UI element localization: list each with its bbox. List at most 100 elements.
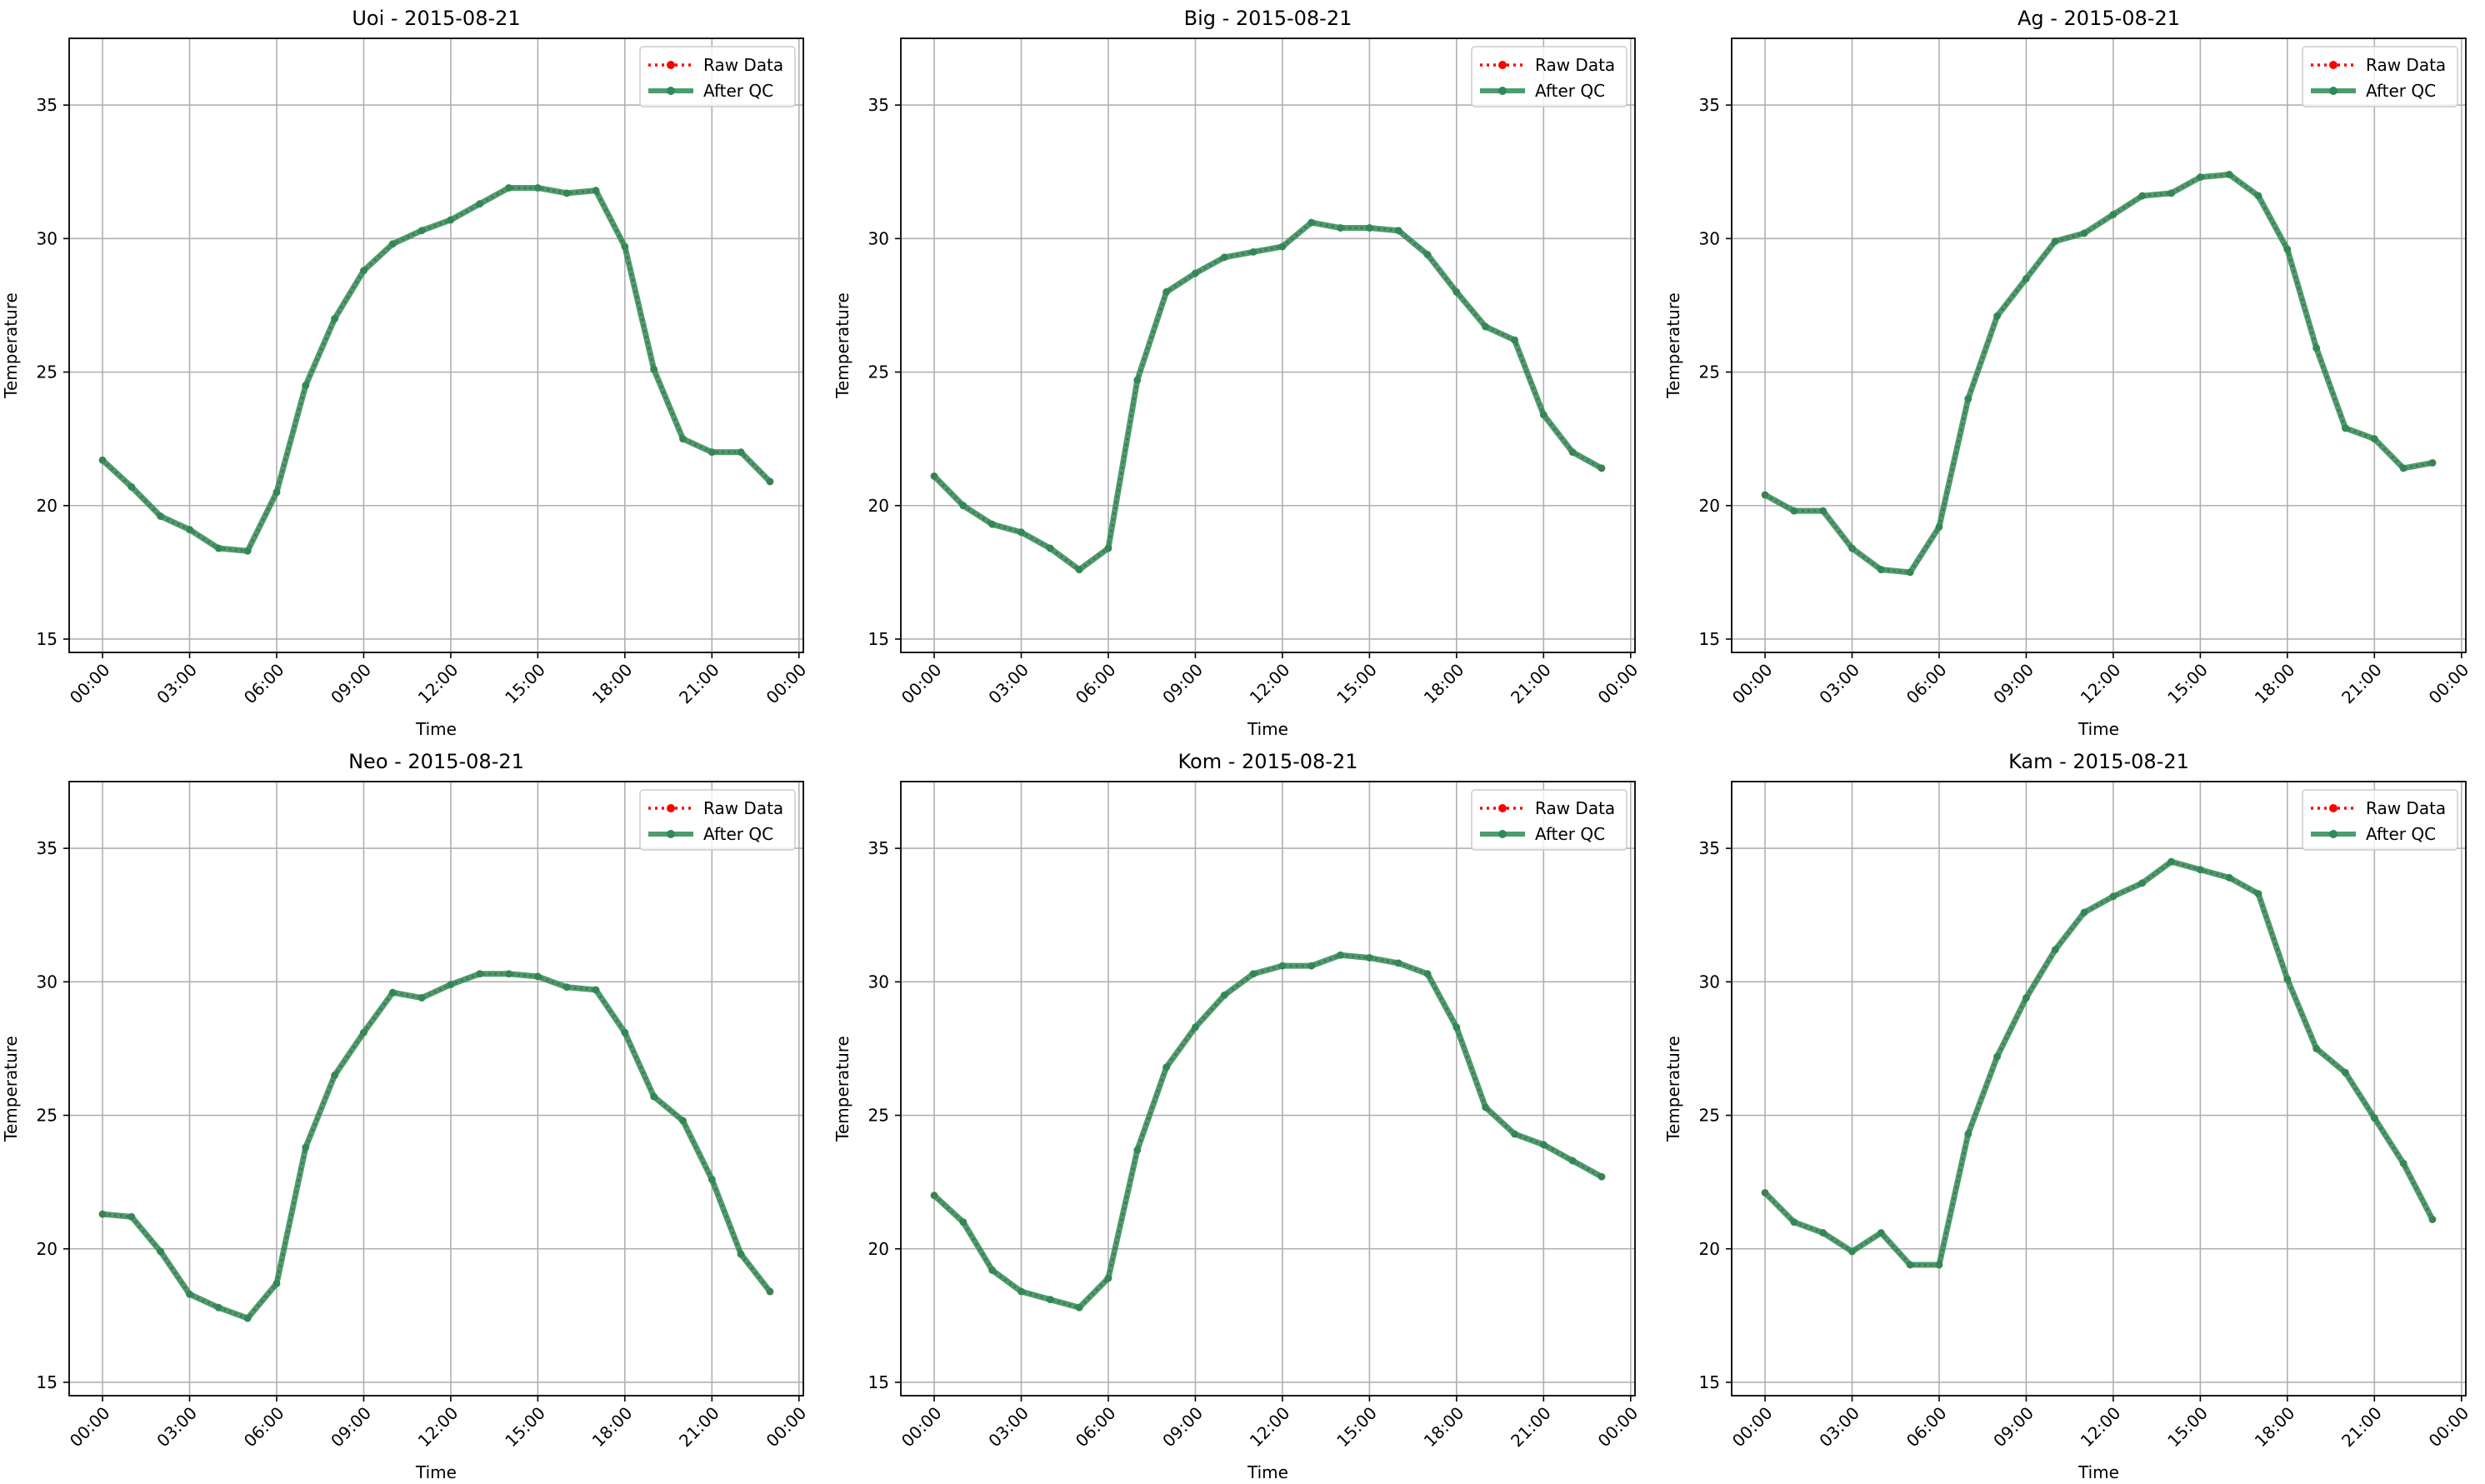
after-qc-point [2312,1044,2321,1052]
after-qc-point [359,1028,368,1037]
after-qc-point [1877,1229,1885,1237]
plot-frame [1731,781,2467,1397]
y-axis-label: Temperature [1,292,21,399]
after-qc-point [1906,1261,1914,1269]
legend-qc-label: After QC [1535,824,1605,844]
after-qc-point [1877,566,1885,574]
after-qc-point [1278,962,1287,970]
x-axis-label: Time [1247,1462,1288,1482]
after-qc-point [1539,411,1548,419]
after-qc-point [1598,464,1606,472]
after-qc-point [505,183,513,192]
after-qc-point [533,183,542,192]
plot-area [69,782,803,1396]
after-qc-line [1762,858,2436,1268]
legend-qc-label: After QC [2366,824,2436,844]
after-qc-point [505,970,513,978]
after-qc-point [1935,522,1943,531]
after-qc-point [2168,857,2176,866]
chart-title: Big - 2015-08-21 [1184,7,1352,30]
after-qc-point [2225,873,2233,882]
chart-title: Kam - 2015-08-21 [2008,750,2189,773]
after-qc-point [2022,274,2030,282]
after-qc-point [98,456,107,464]
after-qc-point [2168,189,2176,197]
after-qc-point [1819,1229,1828,1237]
after-qc-point [2138,192,2147,200]
y-tick-label: 35 [868,838,889,858]
legend-qc-label: After QC [2366,81,2436,101]
after-qc-point [1964,1130,1972,1138]
after-qc-point [1848,1247,1857,1256]
after-qc-point [359,267,368,275]
after-qc-point [1568,448,1577,457]
after-qc-point [418,994,426,1002]
after-qc-point [1394,959,1402,967]
chart-title: Ag - 2015-08-21 [2018,7,2180,30]
x-axis-label: Time [415,1462,457,1482]
y-tick-label: 15 [868,629,889,649]
after-qc-point [418,227,426,235]
y-tick-label: 20 [37,496,58,516]
after-qc-point [1452,1023,1461,1032]
after-qc-point [2312,344,2321,352]
legend-raw-label: Raw Data [2366,55,2446,75]
after-qc-point [2080,908,2088,917]
after-qc-point [1423,251,1432,259]
chart-title: Kom - 2015-08-21 [1178,750,1358,773]
after-qc-point [447,981,455,989]
after-qc-point [1018,528,1026,537]
after-qc-point [562,189,571,197]
y-tick-label: 20 [1699,1239,1720,1259]
after-qc-point [533,972,542,981]
after-qc-point [2254,890,2262,898]
after-qc-point [1848,544,1857,552]
after-qc-point [988,1266,997,1274]
after-qc-point [2080,229,2088,237]
after-qc-point [1075,566,1083,574]
after-qc-point [2341,424,2349,432]
y-tick-label: 25 [1699,362,1720,382]
y-tick-label: 35 [37,838,58,858]
after-qc-point [708,448,716,457]
after-qc-point [186,1290,194,1298]
after-qc-point [2022,994,2030,1002]
plot-area [1732,38,2466,652]
after-qc-point [1964,395,1972,403]
after-qc-line [100,184,772,554]
legend-raw-label: Raw Data [2366,798,2446,818]
after-qc-point [988,520,997,528]
after-qc-point [1510,1130,1518,1138]
legend-raw-marker [667,804,675,812]
after-qc-point [562,983,571,992]
after-qc-line [102,971,772,1322]
after-qc-point [186,526,194,534]
y-tick-label: 25 [1699,1106,1720,1126]
after-qc-point [2109,210,2118,218]
after-qc-point [1510,336,1518,344]
after-qc-point [650,1092,658,1101]
after-qc-point [1249,970,1258,978]
after-qc-point [2138,879,2147,887]
after-qc-point [1539,1141,1548,1149]
after-qc-point [388,988,397,997]
y-tick-label: 15 [868,1372,889,1392]
after-qc-point [1104,1274,1112,1282]
after-qc-line [932,219,1603,573]
after-qc-point [1993,312,2002,320]
after-qc-point [1278,242,1287,251]
after-qc-point [1018,1287,1026,1296]
after-qc-point [1598,1172,1606,1181]
legend-raw-label: Raw Data [1535,798,1615,818]
legend-qc-marker [667,87,675,95]
after-qc-point [1075,1303,1083,1312]
y-tick-label: 30 [37,228,58,248]
legend-qc-marker [1498,830,1507,838]
after-qc-point [1790,1218,1798,1227]
plot-area [901,38,1635,652]
y-tick-label: 35 [1699,838,1720,858]
after-qc-point [1046,1296,1054,1304]
after-qc-point [1935,1261,1943,1269]
after-qc-point [2370,1114,2378,1122]
